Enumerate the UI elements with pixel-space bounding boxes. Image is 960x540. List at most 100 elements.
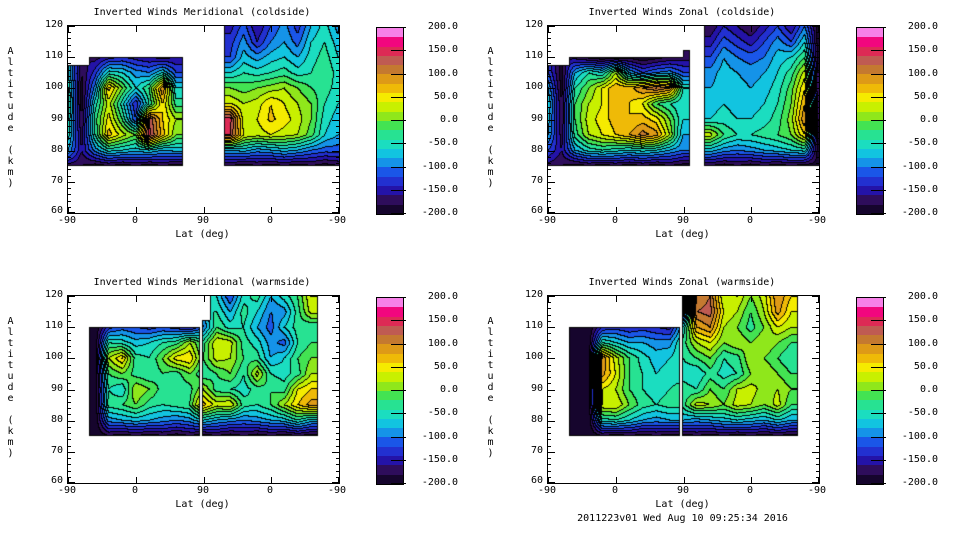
y-axis-tick	[336, 365, 339, 366]
y-axis-label-char: )	[487, 178, 494, 189]
colorbar-band	[377, 176, 403, 187]
colorbar-band	[377, 381, 403, 391]
y-axis-label-char: k	[7, 156, 14, 167]
y-tick-label: 120	[524, 19, 543, 30]
x-axis-tick	[684, 477, 685, 483]
x-axis-tick	[136, 477, 137, 483]
x-axis-tick	[68, 207, 69, 213]
colorbar-tick	[871, 167, 886, 168]
y-axis-tick	[548, 427, 551, 428]
y-tick-label: 60	[530, 475, 543, 486]
y-axis-tick	[68, 482, 75, 483]
y-axis-tick	[336, 194, 339, 195]
y-axis-label-char: (	[7, 145, 14, 156]
y-axis-label-char: i	[7, 349, 14, 360]
colorbar-band	[377, 111, 403, 121]
y-tick-label: 80	[530, 414, 543, 425]
y-axis-tick	[336, 308, 339, 309]
y-axis-tick	[816, 302, 819, 303]
y-axis-tick	[68, 433, 71, 434]
y-axis-tick	[548, 464, 551, 465]
y-axis-tick	[336, 433, 339, 434]
y-axis-tick	[816, 352, 819, 353]
y-axis-tick	[68, 327, 75, 328]
x-tick-label: 0	[746, 485, 754, 496]
y-axis-tick	[812, 57, 819, 58]
colorbar-band	[857, 344, 883, 354]
colorbar-band	[857, 111, 883, 121]
colorbar-band	[377, 446, 403, 457]
colorbar-tick-label: -150.0	[901, 184, 938, 195]
colorbar-tick-label: -200.0	[901, 477, 938, 488]
contour-canvas	[68, 26, 339, 213]
x-axis-tick	[338, 26, 339, 32]
colorbar-tick-label: 150.0	[907, 314, 938, 325]
y-axis-tick	[336, 157, 339, 158]
colorbar-tick-label: 50.0	[913, 91, 938, 102]
y-axis-tick	[68, 421, 75, 422]
y-axis-tick	[68, 333, 71, 334]
colorbar-band	[377, 37, 403, 47]
y-axis-tick	[816, 321, 819, 322]
y-axis-label-char: e	[487, 123, 494, 134]
plot-area	[547, 25, 820, 214]
y-axis-tick	[336, 82, 339, 83]
y-tick-label: 100	[524, 81, 543, 92]
y-axis-tick	[336, 70, 339, 71]
colorbar-band	[377, 418, 403, 429]
y-axis-tick	[68, 458, 71, 459]
y-axis-tick	[68, 471, 71, 472]
y-axis-tick	[816, 346, 819, 347]
y-axis-tick	[816, 70, 819, 71]
y-axis-tick	[68, 371, 71, 372]
y-axis-tick	[816, 32, 819, 33]
colorbar-band	[857, 409, 883, 419]
y-tick-label: 80	[50, 414, 63, 425]
y-axis-tick	[548, 169, 551, 170]
y-axis-tick	[68, 321, 71, 322]
y-axis-tick	[336, 408, 339, 409]
plot-area	[67, 295, 340, 484]
y-axis-label-char: i	[7, 79, 14, 90]
x-axis-tick	[818, 296, 819, 302]
y-axis-tick	[548, 138, 551, 139]
colorbar-band	[377, 120, 403, 131]
y-axis-label-char: d	[487, 112, 494, 123]
y-axis-tick	[68, 390, 75, 391]
y-axis-tick	[336, 458, 339, 459]
y-tick-label: 80	[530, 144, 543, 155]
y-axis-tick	[332, 88, 339, 89]
y-axis-tick	[812, 120, 819, 121]
y-axis-tick	[68, 452, 75, 453]
y-axis-tick	[548, 308, 551, 309]
y-axis-label-char: e	[7, 123, 14, 134]
x-axis-tick	[616, 207, 617, 213]
y-axis-tick	[812, 452, 819, 453]
colorbar-band	[377, 437, 403, 447]
y-axis-label-char: m	[7, 437, 14, 448]
y-tick-label: 60	[50, 475, 63, 486]
colorbar-tick	[391, 413, 406, 414]
x-axis-tick	[818, 477, 819, 483]
colorbar-band	[857, 418, 883, 429]
y-axis-tick	[68, 57, 75, 58]
y-tick-label: 120	[44, 289, 63, 300]
y-axis-tick	[336, 126, 339, 127]
x-tick-label: 0	[611, 215, 619, 226]
y-axis-tick	[816, 408, 819, 409]
y-tick-label: 120	[44, 19, 63, 30]
y-axis-label-char: )	[7, 448, 14, 459]
y-axis-label-char: t	[487, 68, 494, 79]
y-axis-label-char: d	[7, 112, 14, 123]
colorbar-band	[377, 148, 403, 159]
y-axis-tick	[812, 358, 819, 359]
y-axis-label-char: t	[487, 360, 494, 371]
y-axis-tick	[68, 157, 71, 158]
colorbar-band	[857, 28, 883, 38]
x-tick-label: -90	[327, 485, 347, 496]
y-axis-tick	[336, 169, 339, 170]
colorbar-tick	[871, 120, 886, 121]
y-axis-tick	[332, 120, 339, 121]
colorbar-band	[857, 130, 883, 140]
y-axis-tick	[816, 477, 819, 478]
